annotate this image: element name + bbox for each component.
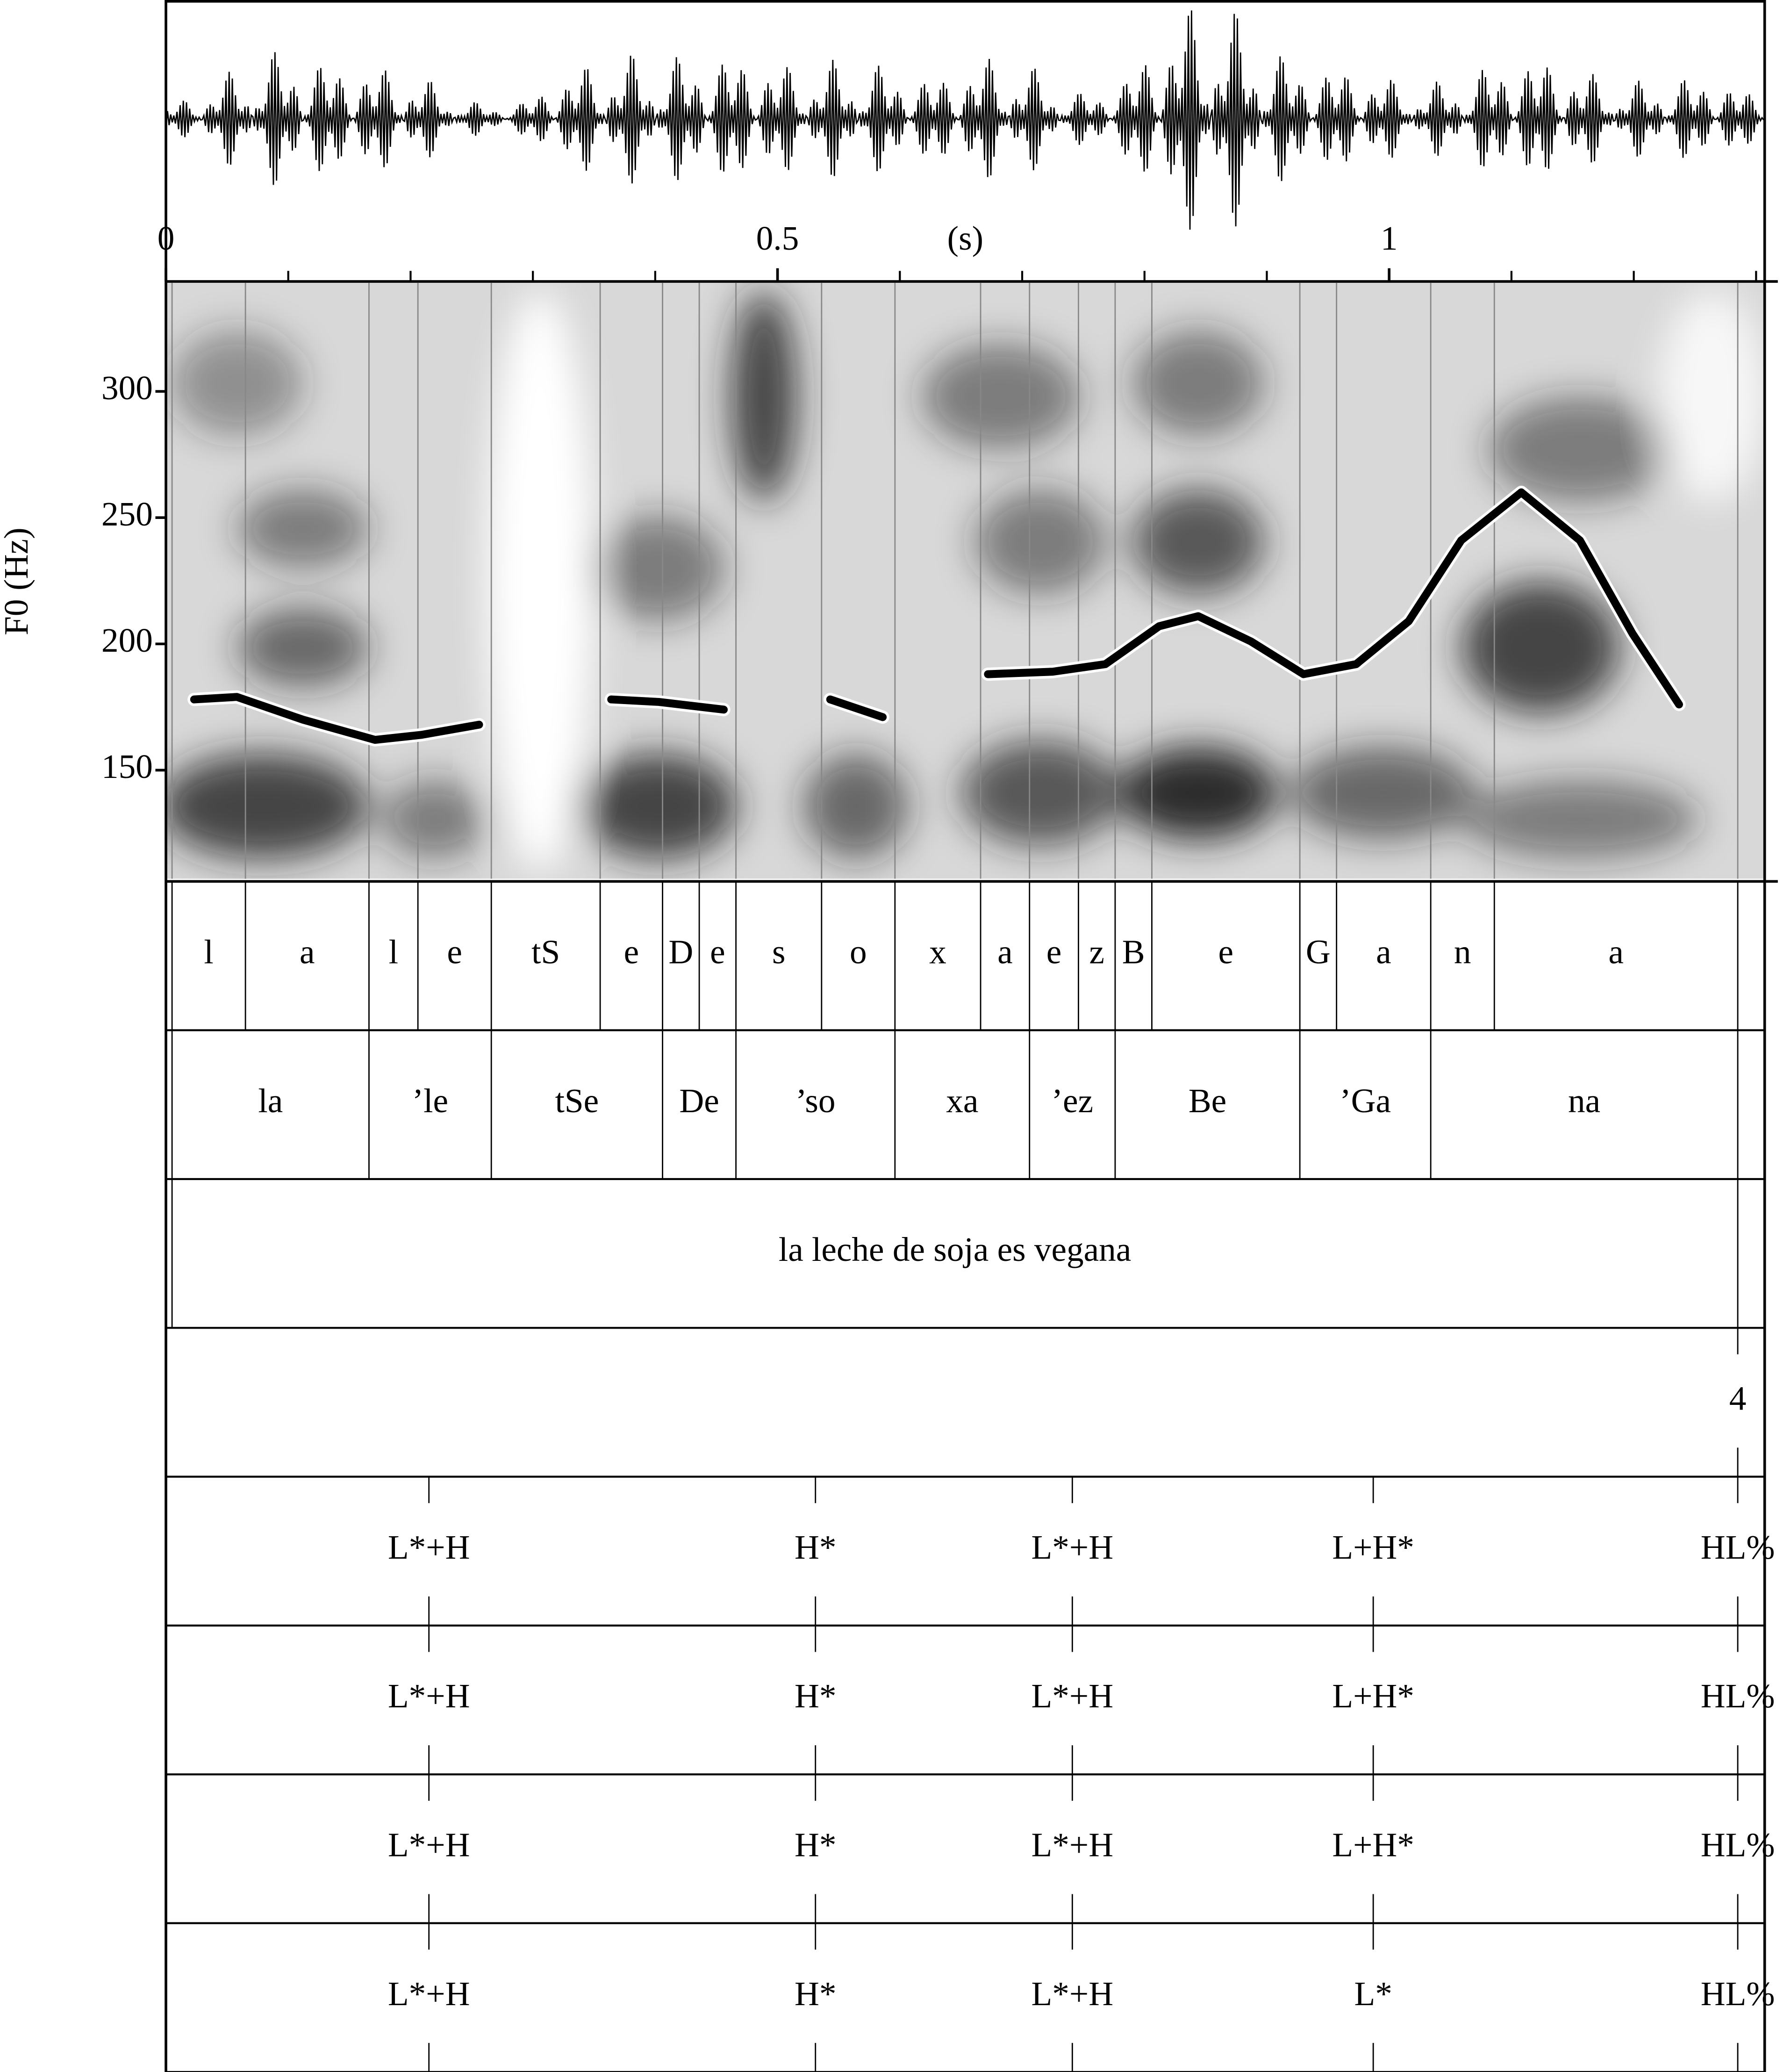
- point-label: L*+H: [388, 1528, 470, 1566]
- y-tick-label: 300: [101, 369, 153, 407]
- interval-label: ’le: [412, 1082, 448, 1120]
- point-label: L*: [1354, 1975, 1392, 2013]
- interval-label: ’ez: [1052, 1082, 1093, 1120]
- x-tick-label: 0: [158, 219, 175, 257]
- interval-label: e: [1218, 933, 1234, 971]
- interval-label: a: [997, 933, 1013, 971]
- interval-label: la leche de soja es vegana: [779, 1230, 1131, 1268]
- point-label: L*+H: [1032, 1677, 1114, 1715]
- interval-label: G: [1306, 933, 1331, 971]
- point-label: L*+H: [388, 1975, 470, 2013]
- point-label: L*+H: [1032, 1826, 1114, 1863]
- interval-label: xa: [946, 1082, 978, 1120]
- interval-label: De: [679, 1082, 719, 1120]
- interval-label: e: [624, 933, 639, 971]
- interval-label: e: [710, 933, 725, 971]
- point-label: HL%: [1701, 1826, 1775, 1863]
- interval-label: B: [1122, 933, 1145, 971]
- interval-label: ’Ga: [1340, 1082, 1391, 1120]
- interval-label: n: [1454, 933, 1471, 971]
- point-label: L+H*: [1332, 1677, 1414, 1715]
- f0-line: [190, 488, 1683, 744]
- interval-label: D: [668, 933, 693, 971]
- x-tick-label: 0.5: [756, 219, 799, 257]
- interval-label: tS: [531, 933, 560, 971]
- point-label: 4: [1729, 1379, 1747, 1417]
- y-tick-label: 250: [101, 495, 153, 533]
- point-label: L+H*: [1332, 1528, 1414, 1566]
- y-axis-title: F0 (Hz): [0, 527, 35, 635]
- interval-label: na: [1568, 1082, 1600, 1120]
- interval-label: l: [204, 933, 213, 971]
- spectrogram: [166, 282, 1765, 879]
- point-label: L*+H: [388, 1677, 470, 1715]
- point-label: HL%: [1701, 1528, 1775, 1566]
- x-axis-title: (s): [947, 219, 983, 257]
- waveform: [165, 10, 1764, 230]
- point-label: L*+H: [1032, 1528, 1114, 1566]
- point-label: H*: [795, 1528, 837, 1566]
- point-label: L*+H: [388, 1826, 470, 1863]
- point-label: HL%: [1701, 1677, 1775, 1715]
- interval-label: Be: [1189, 1082, 1226, 1120]
- interval-label: a: [300, 933, 315, 971]
- interval-label: ’so: [795, 1082, 835, 1120]
- interval-label: z: [1089, 933, 1104, 971]
- point-label: HL%: [1701, 1975, 1775, 2013]
- interval-label: la: [258, 1082, 283, 1120]
- x-tick-label: 1: [1381, 219, 1398, 257]
- interval-label: a: [1608, 933, 1624, 971]
- interval-label: e: [447, 933, 462, 971]
- interval-label: tSe: [555, 1082, 599, 1120]
- point-label: L*+H: [1032, 1975, 1114, 2013]
- interval-label: o: [850, 933, 867, 971]
- point-label: H*: [795, 1677, 837, 1715]
- interval-label: e: [1046, 933, 1062, 971]
- interval-label: l: [389, 933, 398, 971]
- point-label: H*: [795, 1975, 837, 2013]
- interval-label: a: [1376, 933, 1391, 971]
- waveform-trace: [165, 10, 1764, 230]
- point-label: L+H*: [1332, 1826, 1414, 1863]
- interval-label: s: [772, 933, 786, 971]
- point-label: H*: [795, 1826, 837, 1863]
- y-tick-label: 150: [101, 748, 153, 785]
- interval-label: x: [929, 933, 946, 971]
- y-tick-label: 200: [101, 621, 153, 659]
